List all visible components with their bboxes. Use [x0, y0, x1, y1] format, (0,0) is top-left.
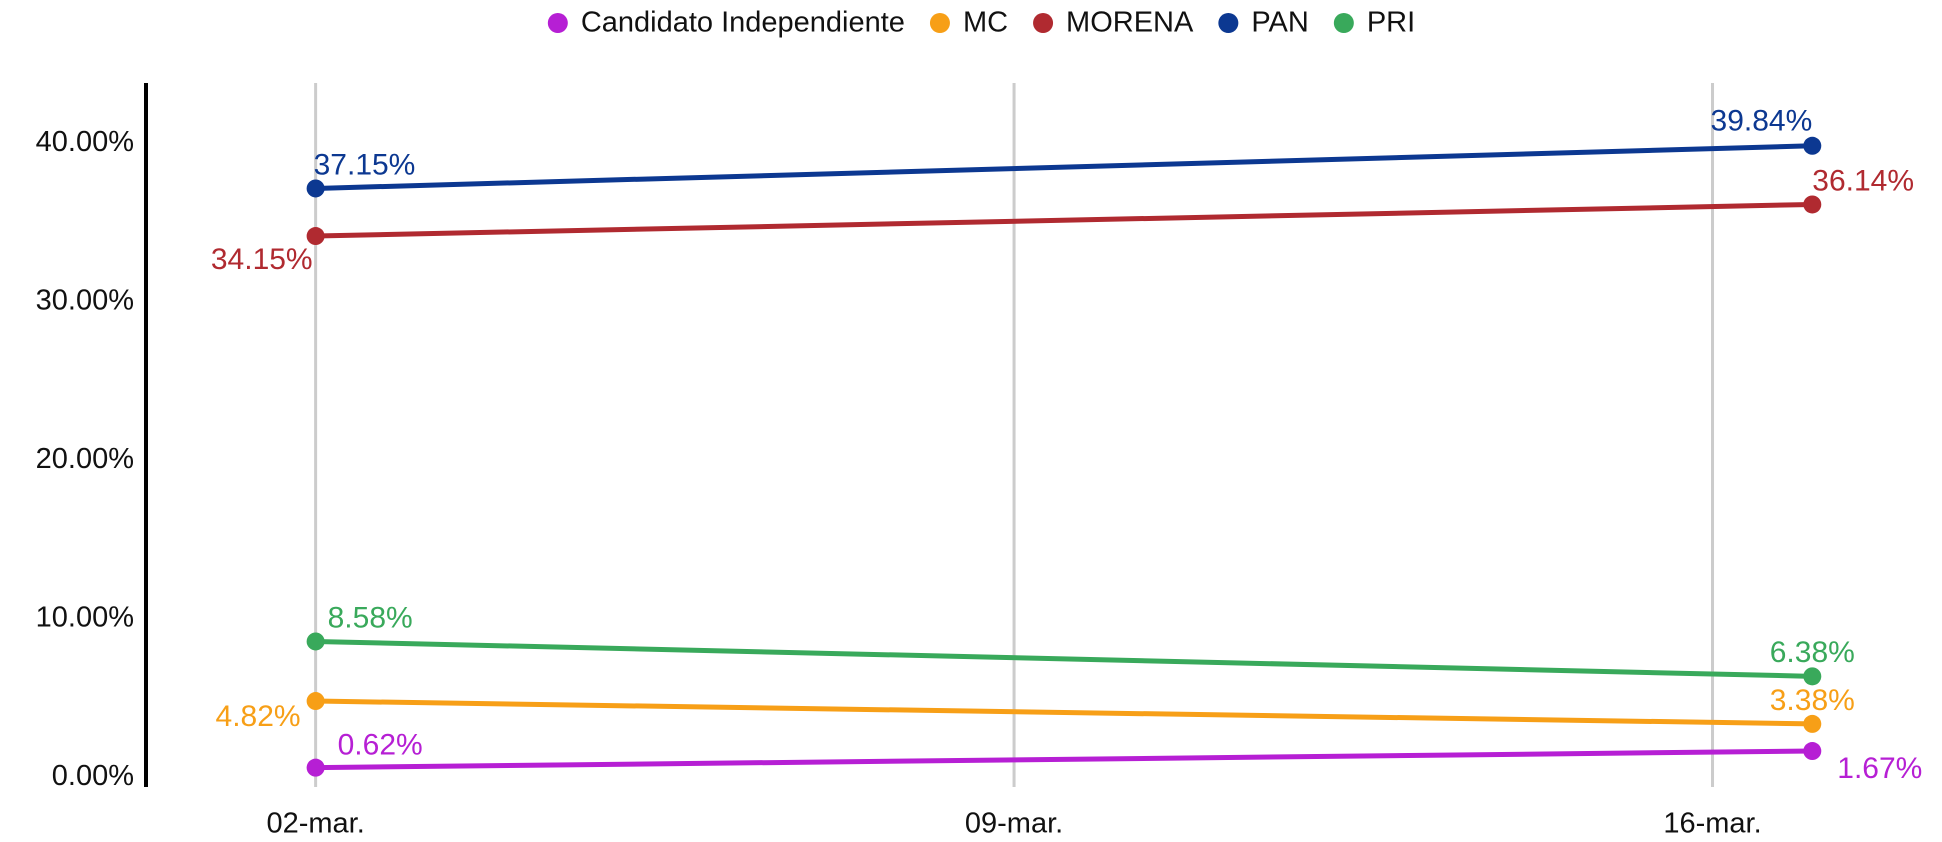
data-point [306, 179, 325, 198]
legend-item: MORENA [1033, 7, 1194, 39]
legend-label: Candidato Independiente [581, 7, 905, 39]
y-tick-label: 40.00% [36, 126, 134, 158]
series-line [315, 638, 1813, 679]
data-point [1803, 742, 1822, 761]
data-label: 37.15% [314, 148, 416, 181]
data-label: 1.67% [1837, 752, 1922, 785]
data-point [306, 758, 325, 777]
legend-item: PRI [1333, 7, 1415, 39]
legend-item: PAN [1218, 7, 1309, 39]
x-tick-label: 09-mar. [965, 808, 1063, 840]
data-point [306, 692, 325, 711]
x-tick-label: 02-mar. [266, 808, 364, 840]
series-line [315, 143, 1813, 191]
legend-item: Candidato Independiente [547, 7, 905, 39]
data-point [1803, 136, 1822, 155]
data-point [1803, 667, 1822, 686]
y-tick-label: 20.00% [36, 443, 134, 475]
data-point [1803, 714, 1822, 733]
data-label: 8.58% [328, 601, 413, 634]
y-tick-label: 30.00% [36, 284, 134, 316]
series-line [315, 748, 1813, 771]
legend-swatch [1333, 13, 1354, 33]
data-label: 3.38% [1770, 684, 1855, 717]
data-point [306, 632, 325, 651]
legend-swatch [547, 13, 568, 33]
data-label: 36.14% [1812, 164, 1914, 197]
y-tick-label: 0.00% [52, 760, 134, 792]
y-tick-label: 10.00% [36, 602, 134, 634]
x-tick-label: 16-mar. [1663, 808, 1761, 840]
legend-label: PAN [1251, 7, 1308, 39]
data-label: 39.84% [1711, 105, 1813, 138]
data-label: 34.15% [211, 243, 313, 276]
series-line [315, 698, 1813, 727]
legend-label: PRI [1367, 7, 1415, 39]
data-label: 4.82% [216, 700, 301, 733]
data-point [1803, 195, 1822, 214]
legend: Candidato Independiente MC MORENA PAN PRI [547, 7, 1415, 39]
data-label: 6.38% [1770, 636, 1855, 669]
series-line [315, 201, 1813, 239]
legend-swatch [929, 13, 950, 33]
data-label: 0.62% [338, 729, 423, 762]
legend-label: MC [963, 7, 1008, 39]
legend-item: MC [929, 7, 1008, 39]
legend-swatch [1033, 13, 1054, 33]
legend-label: MORENA [1066, 7, 1194, 39]
legend-swatch [1218, 13, 1239, 33]
data-point [306, 227, 325, 246]
